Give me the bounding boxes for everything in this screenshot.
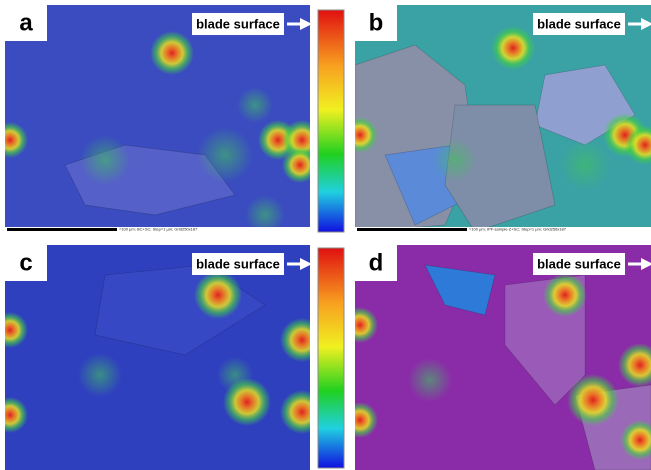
hotspot bbox=[223, 378, 271, 426]
panel: a blade surface =100 µm; BC+SC; Step=1 µm;… bbox=[0, 5, 322, 235]
panel-label: d bbox=[369, 249, 384, 276]
panel: d blade surface bbox=[342, 245, 651, 470]
hotspot bbox=[567, 374, 619, 426]
hotspot bbox=[342, 402, 378, 438]
hotspot bbox=[342, 117, 378, 153]
weak-hotspot bbox=[78, 353, 122, 397]
hotspot bbox=[342, 307, 378, 343]
hotspot bbox=[280, 318, 324, 362]
panel: b blade surface =100 µm; IPF-sample-Z+SC; … bbox=[342, 5, 651, 232]
weak-hotspot bbox=[433, 138, 477, 182]
map bbox=[0, 245, 324, 470]
panel: c blade surface bbox=[0, 245, 324, 470]
annotation: blade surface bbox=[537, 256, 621, 271]
hotspot bbox=[491, 26, 535, 70]
panel-label: a bbox=[19, 9, 33, 36]
weak-hotspot bbox=[560, 140, 610, 190]
figure: a blade surface =100 µm; BC+SC; Step=1 µm;… bbox=[0, 0, 651, 470]
scale-text: =100 µm; IPF-sample-Z+SC; Step=1 µm; Gri… bbox=[469, 227, 567, 232]
scale-text: =100 µm; BC+SC; Step=1 µm; Grid250x187 bbox=[119, 227, 198, 232]
map bbox=[0, 5, 322, 235]
scale-bar bbox=[357, 228, 467, 231]
colorbar bbox=[318, 248, 344, 468]
panel-label: c bbox=[19, 249, 32, 276]
page: a blade surface =100 µm; BC+SC; Step=1 µm;… bbox=[0, 0, 651, 470]
scale-bar bbox=[7, 228, 117, 231]
hotspot bbox=[543, 273, 587, 317]
panel-label: b bbox=[369, 9, 384, 36]
colorbar bbox=[318, 10, 344, 232]
annotation: blade surface bbox=[196, 16, 280, 31]
weak-hotspot bbox=[237, 87, 273, 123]
weak-hotspot bbox=[408, 358, 452, 402]
hotspot bbox=[194, 271, 242, 319]
hotspot bbox=[150, 31, 194, 75]
annotation: blade surface bbox=[196, 256, 280, 271]
annotation: blade surface bbox=[537, 16, 621, 31]
hotspot bbox=[280, 390, 324, 434]
weak-hotspot bbox=[197, 127, 253, 183]
weak-hotspot bbox=[80, 135, 130, 185]
hotspot bbox=[282, 147, 318, 183]
